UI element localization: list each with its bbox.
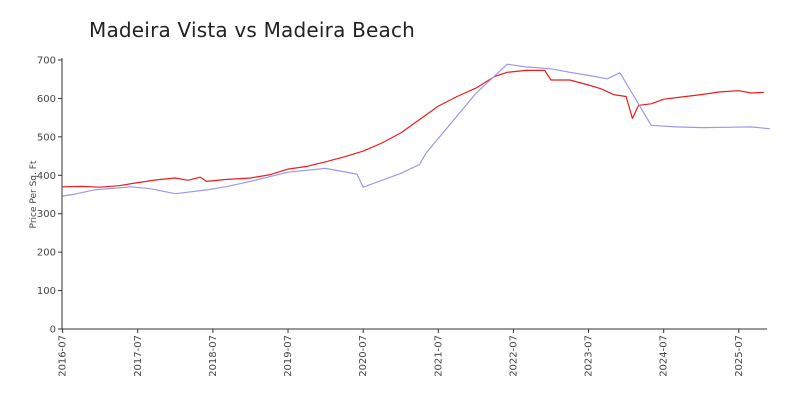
series-line-2 bbox=[62, 63, 771, 197]
x-tick-label: 2020-07 bbox=[358, 335, 369, 377]
x-tick-label: 2016-07 bbox=[58, 335, 69, 377]
x-tick-label: 2018-07 bbox=[208, 335, 219, 377]
y-tick-label: 400 bbox=[37, 171, 56, 182]
x-tick-label: 2024-07 bbox=[659, 335, 670, 377]
y-tick-label: 700 bbox=[37, 56, 56, 67]
x-tick-label: 2022-07 bbox=[508, 335, 519, 377]
y-tick-label: 200 bbox=[37, 248, 56, 259]
y-tick-label: 600 bbox=[37, 94, 56, 105]
y-tick-label: 0 bbox=[50, 325, 56, 336]
y-tick-label: 300 bbox=[37, 209, 56, 220]
x-tick-label: 2025-07 bbox=[734, 335, 745, 377]
series-line-1 bbox=[62, 69, 764, 188]
y-tick-label: 500 bbox=[37, 132, 56, 143]
x-tick-label: 2019-07 bbox=[283, 335, 294, 377]
x-tick-label: 2021-07 bbox=[433, 335, 444, 377]
x-tick-label: 2017-07 bbox=[133, 335, 144, 377]
x-tick-label: 2023-07 bbox=[584, 335, 595, 377]
y-axis-title: Price Per Sq. Ft bbox=[29, 160, 39, 228]
y-tick-label: 100 bbox=[37, 286, 56, 297]
chart-title: Madeira Vista vs Madeira Beach bbox=[89, 18, 416, 42]
